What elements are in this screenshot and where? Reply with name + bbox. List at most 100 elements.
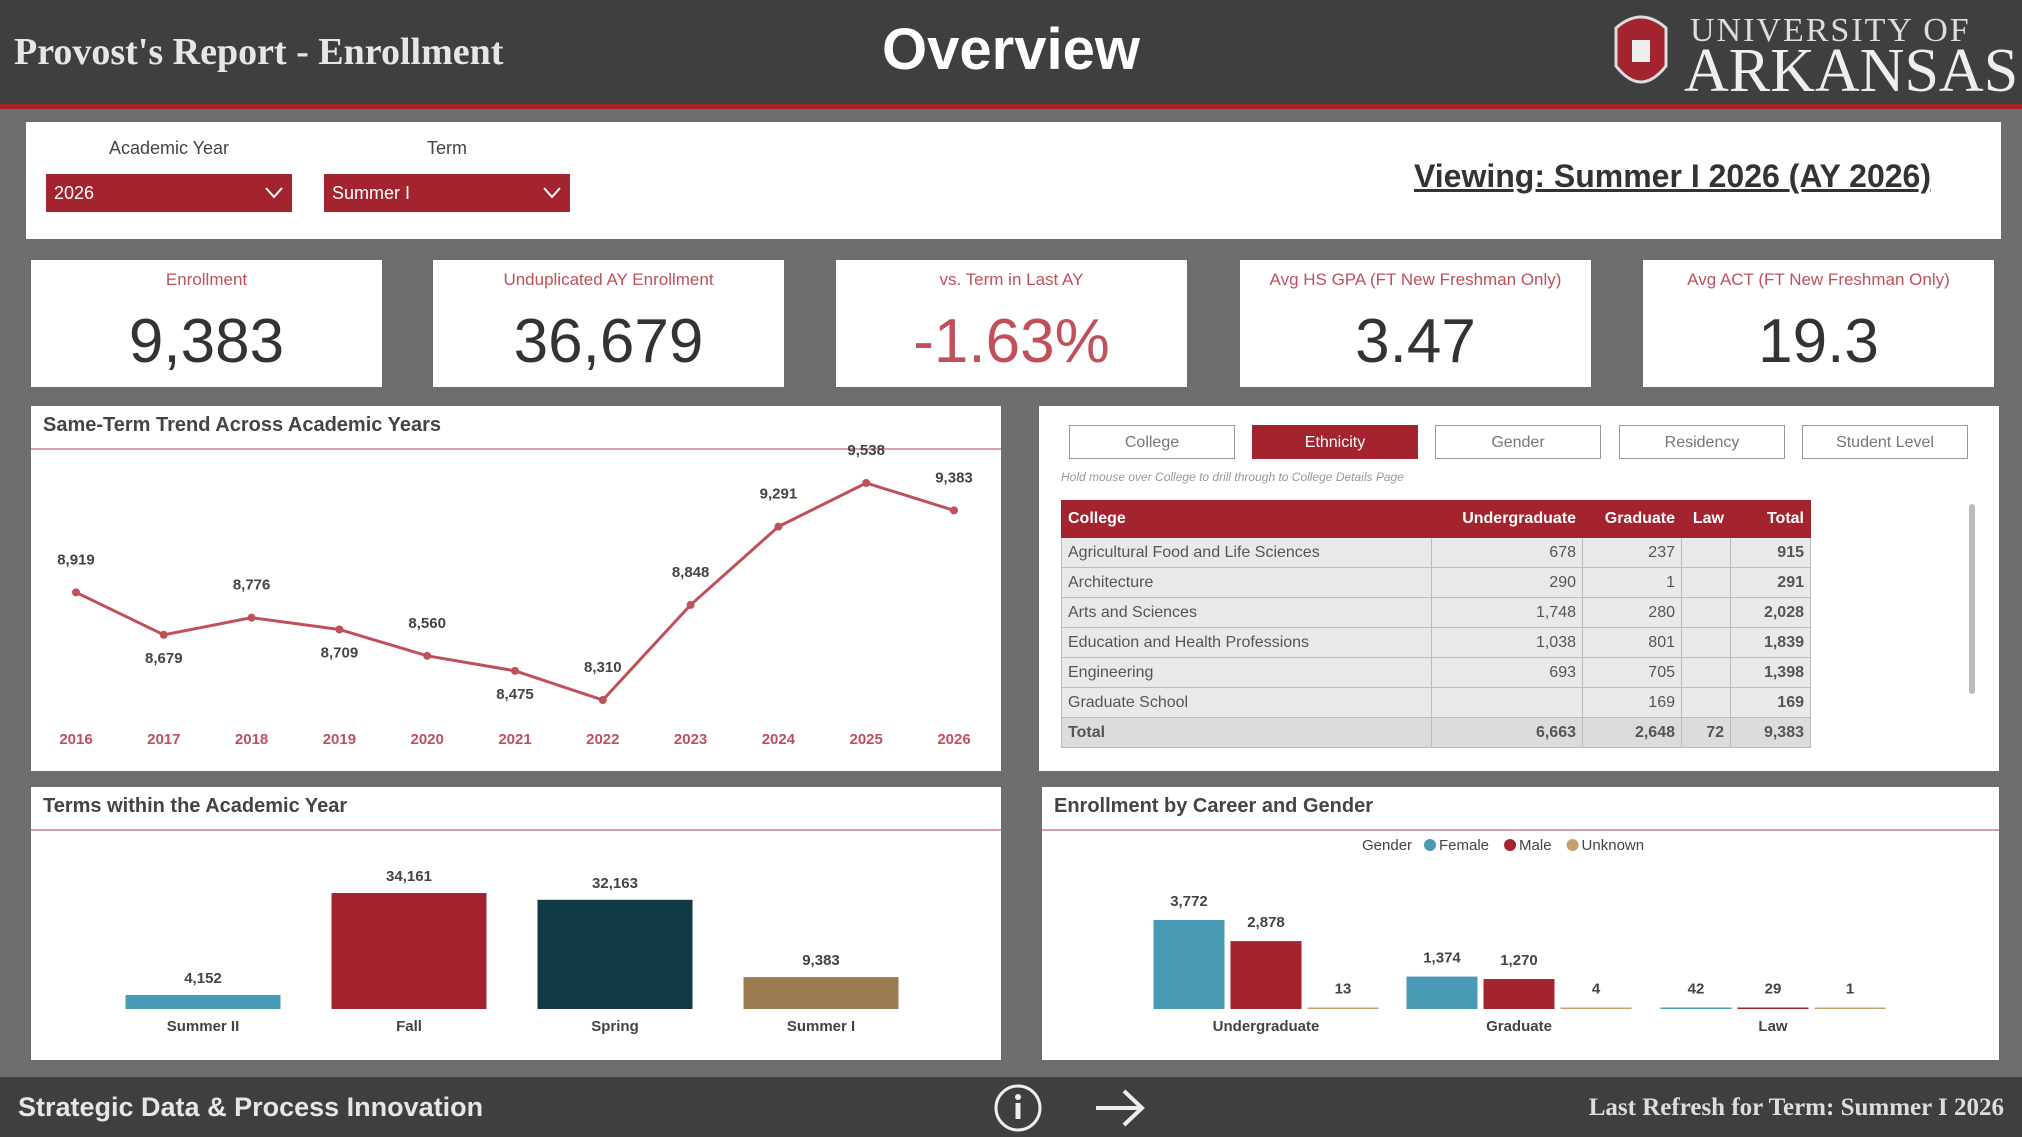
point [774,522,783,531]
table-row[interactable]: Engineering 693 705 1,398 [1061,657,1811,688]
filter-panel: Academic Year 2026 Term Summer I Viewing… [26,122,2001,239]
data-table: College Undergraduate Graduate Law Total Agri… [1061,500,1811,748]
terms-chart: 4,152 Summer II 34,161 Fall 32,163 Spring 9,38… [125,868,899,1035]
info-button[interactable] [990,1083,1046,1133]
x-tick-label: 2021 [498,731,531,748]
column-header[interactable]: Law [1681,500,1731,538]
bar [1153,920,1225,1009]
point [511,666,519,675]
table-cell: 1,398 [1730,657,1811,688]
x-tick-label: Undergraduate [1213,1018,1320,1035]
viewing-label: Viewing: Summer I 2026 (AY 2026) [1414,158,1931,194]
kpi-card: Avg ACT (FT New Freshman Only) 19.3 [1643,260,1994,387]
table-row[interactable]: Architecture 290 1 291 [1061,567,1811,598]
table-cell: 169 [1582,687,1682,718]
x-tick-label: 2024 [762,731,796,748]
total-row: Total 6,663 2,648 72 9,383 [1061,717,1811,748]
table-cell: Arts and Sciences [1061,597,1432,628]
title-rule [31,448,1001,450]
legend-swatch [1504,839,1517,851]
column-header[interactable]: College [1061,500,1432,538]
year-dropdown[interactable]: 2026 [46,174,292,212]
legend-label[interactable]: Unknown [1582,837,1645,854]
x-tick-label: 2026 [937,731,970,748]
title-rule [31,829,1001,831]
chart-title: Enrollment by Career and Gender [1054,795,1373,817]
kpi-value: -1.63% [913,307,1110,376]
x-tick-label: 2016 [59,731,92,748]
point [950,506,958,515]
total-cell: Total [1061,717,1432,748]
next-page-button[interactable] [1090,1083,1150,1133]
point [335,625,344,634]
x-tick-label: Summer I [787,1018,855,1035]
table-row[interactable]: Education and Health Professions 1,038 801… [1061,627,1811,658]
kpi-value: 36,679 [513,307,704,376]
kpi-card: Unduplicated AY Enrollment 36,679 [433,260,784,387]
footer-left: Strategic Data & Process Innovation [18,1092,484,1122]
legend-title: Gender [1362,837,1412,854]
header-row: College Undergraduate Graduate Law Total [1061,500,1811,538]
tab[interactable]: College [1069,425,1235,459]
column-header[interactable]: Total [1730,500,1811,538]
kpi-label: Unduplicated AY Enrollment [503,270,714,289]
total-cell: 72 [1681,717,1731,748]
bar [1814,1007,1886,1009]
logo-line2: ARKANSAS [1684,37,2019,105]
x-tick-label: 2020 [411,731,444,748]
tab[interactable]: Gender [1435,425,1601,459]
table-cell: Agricultural Food and Life Sciences [1061,537,1432,568]
data-label: 1 [1846,981,1854,998]
table-cell [1681,657,1731,688]
tab[interactable]: Ethnicity [1252,425,1418,459]
data-label: 8,475 [496,686,534,703]
table-cell: Engineering [1061,657,1432,688]
tab[interactable]: Residency [1619,425,1785,459]
tab[interactable]: Student Level [1802,425,1968,459]
kpi-card: Avg HS GPA (FT New Freshman Only) 3.47 [1240,260,1591,387]
table-cell [1681,627,1731,658]
total-cell: 2,648 [1582,717,1682,748]
table-row[interactable]: Arts and Sciences 1,748 280 2,028 [1061,597,1811,628]
legend-label[interactable]: Female [1439,837,1489,854]
legend-swatch [1566,839,1579,851]
x-tick-label: 2019 [323,731,356,748]
term-dropdown[interactable]: Summer I [324,174,570,212]
dropdown-chevron [543,187,561,199]
data-label: 8,709 [321,644,359,661]
legend-label[interactable]: Male [1519,837,1552,854]
x-tick-label: 2018 [235,731,268,748]
bar [1483,979,1555,1009]
data-label: 1,270 [1500,952,1538,969]
table-cell: 2,028 [1730,597,1811,628]
trend-panel: Same-Term Trend Across Academic Years 8,… [31,406,1001,771]
table-cell: 290 [1431,567,1583,598]
x-tick-label: Graduate [1486,1018,1552,1035]
report-title: Provost's Report - Enrollment [14,31,504,73]
point [598,696,607,704]
column-header[interactable]: Graduate [1582,500,1682,538]
x-tick-label: Spring [591,1018,639,1035]
table-row[interactable]: Graduate School 169 169 [1061,687,1811,718]
filter-label: Term [427,138,467,158]
bar [125,994,281,1009]
table-cell: 280 [1582,597,1682,628]
logo-crest [1614,15,1668,84]
dropdown-value: 2026 [54,183,95,203]
kpi-label: Avg ACT (FT New Freshman Only) [1687,270,1950,289]
scrollbar[interactable] [1969,504,1975,694]
table-cell [1681,537,1731,568]
point [72,588,80,597]
table-row[interactable]: Agricultural Food and Life Sciences 678 23… [1061,537,1811,568]
column-header[interactable]: Undergraduate [1431,500,1583,538]
point [686,600,695,609]
table-cell [1681,597,1731,628]
data-label: 34,161 [386,868,432,885]
header-rule [0,104,2022,109]
x-tick-label: 2017 [147,731,180,748]
data-label: 8,776 [233,577,271,594]
table-cell: 705 [1582,657,1682,688]
data-label: 42 [1688,981,1705,998]
data-label: 9,383 [935,469,973,486]
data-label: 4 [1592,981,1601,998]
